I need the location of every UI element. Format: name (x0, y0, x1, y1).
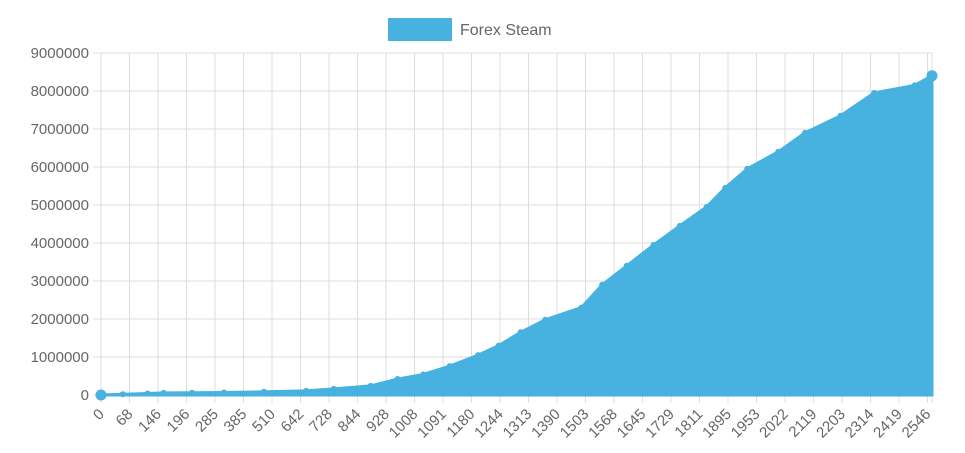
y-axis: 0 1000000 2000000 3000000 4000000 5000000 6000… (31, 45, 89, 404)
data-point[interactable] (871, 89, 878, 96)
data-point[interactable] (160, 389, 167, 396)
x-tick-label: 1180 (443, 406, 478, 441)
data-point[interactable] (722, 184, 729, 191)
x-tick-label: 196 (164, 406, 194, 436)
x-tick-label: 0 (90, 406, 108, 424)
y-tick-label: 0 (81, 387, 89, 404)
x-tick-label: 385 (221, 406, 251, 436)
y-tick-label: 9000000 (31, 45, 89, 62)
series-area-forex-steam (100, 73, 934, 397)
data-point[interactable] (744, 165, 751, 172)
data-point[interactable] (144, 390, 151, 397)
x-tick-label: 2022 (756, 406, 792, 442)
data-point[interactable] (703, 203, 710, 210)
y-tick-label: 6000000 (31, 159, 89, 176)
data-point[interactable] (119, 391, 126, 398)
data-point[interactable] (542, 316, 549, 323)
y-tick-label: 4000000 (31, 235, 89, 252)
x-tick-label: 2419 (870, 406, 906, 442)
data-point[interactable] (303, 387, 310, 394)
data-point[interactable] (650, 241, 657, 248)
x-tick-label: 2314 (842, 406, 878, 442)
data-point-end[interactable] (926, 70, 938, 82)
x-tick-label: 68 (113, 406, 137, 430)
x-tick-label: 1729 (642, 406, 678, 442)
x-tick-label: 510 (249, 406, 279, 436)
x-tick-label: 1313 (500, 406, 536, 442)
legend-label: Forex Steam (460, 22, 552, 39)
chart-legend[interactable]: Forex Steam (388, 18, 552, 41)
data-point[interactable] (578, 304, 585, 311)
x-tick-label: 2203 (813, 406, 849, 442)
y-tick-label: 8000000 (31, 83, 89, 100)
x-tick-label: 1008 (386, 406, 422, 442)
data-point[interactable] (517, 329, 524, 336)
x-axis: 0 681461962853855106427288449281008109111… (90, 406, 934, 442)
y-tick-label: 1000000 (31, 349, 89, 366)
x-tick-label: 1953 (728, 406, 764, 442)
x-tick-label: 1895 (699, 406, 735, 442)
y-tick-label: 5000000 (31, 197, 89, 214)
x-tick-label: 2119 (785, 406, 820, 441)
plot-area (95, 70, 938, 401)
data-point[interactable] (775, 148, 782, 155)
legend-swatch (388, 18, 452, 41)
x-tick-label: 728 (306, 406, 336, 436)
x-tick-label: 1503 (557, 406, 593, 442)
data-point[interactable] (189, 389, 196, 396)
data-point[interactable] (623, 262, 630, 269)
x-tick-label: 1811 (671, 406, 706, 441)
data-point[interactable] (420, 371, 427, 378)
x-tick-label: 1091 (414, 406, 450, 442)
data-point[interactable] (599, 281, 606, 288)
data-point[interactable] (394, 376, 401, 383)
y-tick-label: 3000000 (31, 273, 89, 290)
x-tick-label: 844 (335, 406, 365, 436)
x-tick-label: 1244 (471, 406, 507, 442)
data-point[interactable] (367, 382, 374, 389)
data-point[interactable] (837, 112, 844, 119)
data-point-start[interactable] (95, 389, 107, 401)
y-tick-label: 7000000 (31, 121, 89, 138)
x-tick-label: 1645 (614, 406, 650, 442)
data-point[interactable] (261, 388, 268, 395)
data-point[interactable] (221, 389, 228, 396)
x-tick-label: 285 (192, 406, 222, 436)
x-tick-label: 2546 (899, 406, 935, 442)
data-point[interactable] (475, 352, 482, 359)
x-tick-label: 642 (278, 406, 308, 436)
x-tick-label: 146 (135, 406, 165, 436)
data-point[interactable] (911, 82, 918, 89)
x-tick-label: 1390 (528, 406, 564, 442)
data-point[interactable] (676, 222, 683, 229)
data-point[interactable] (802, 129, 809, 136)
data-point[interactable] (495, 342, 502, 349)
data-point[interactable] (330, 385, 337, 392)
x-tick-label: 1568 (585, 406, 621, 442)
y-tick-label: 2000000 (31, 311, 89, 328)
data-point[interactable] (446, 363, 453, 370)
